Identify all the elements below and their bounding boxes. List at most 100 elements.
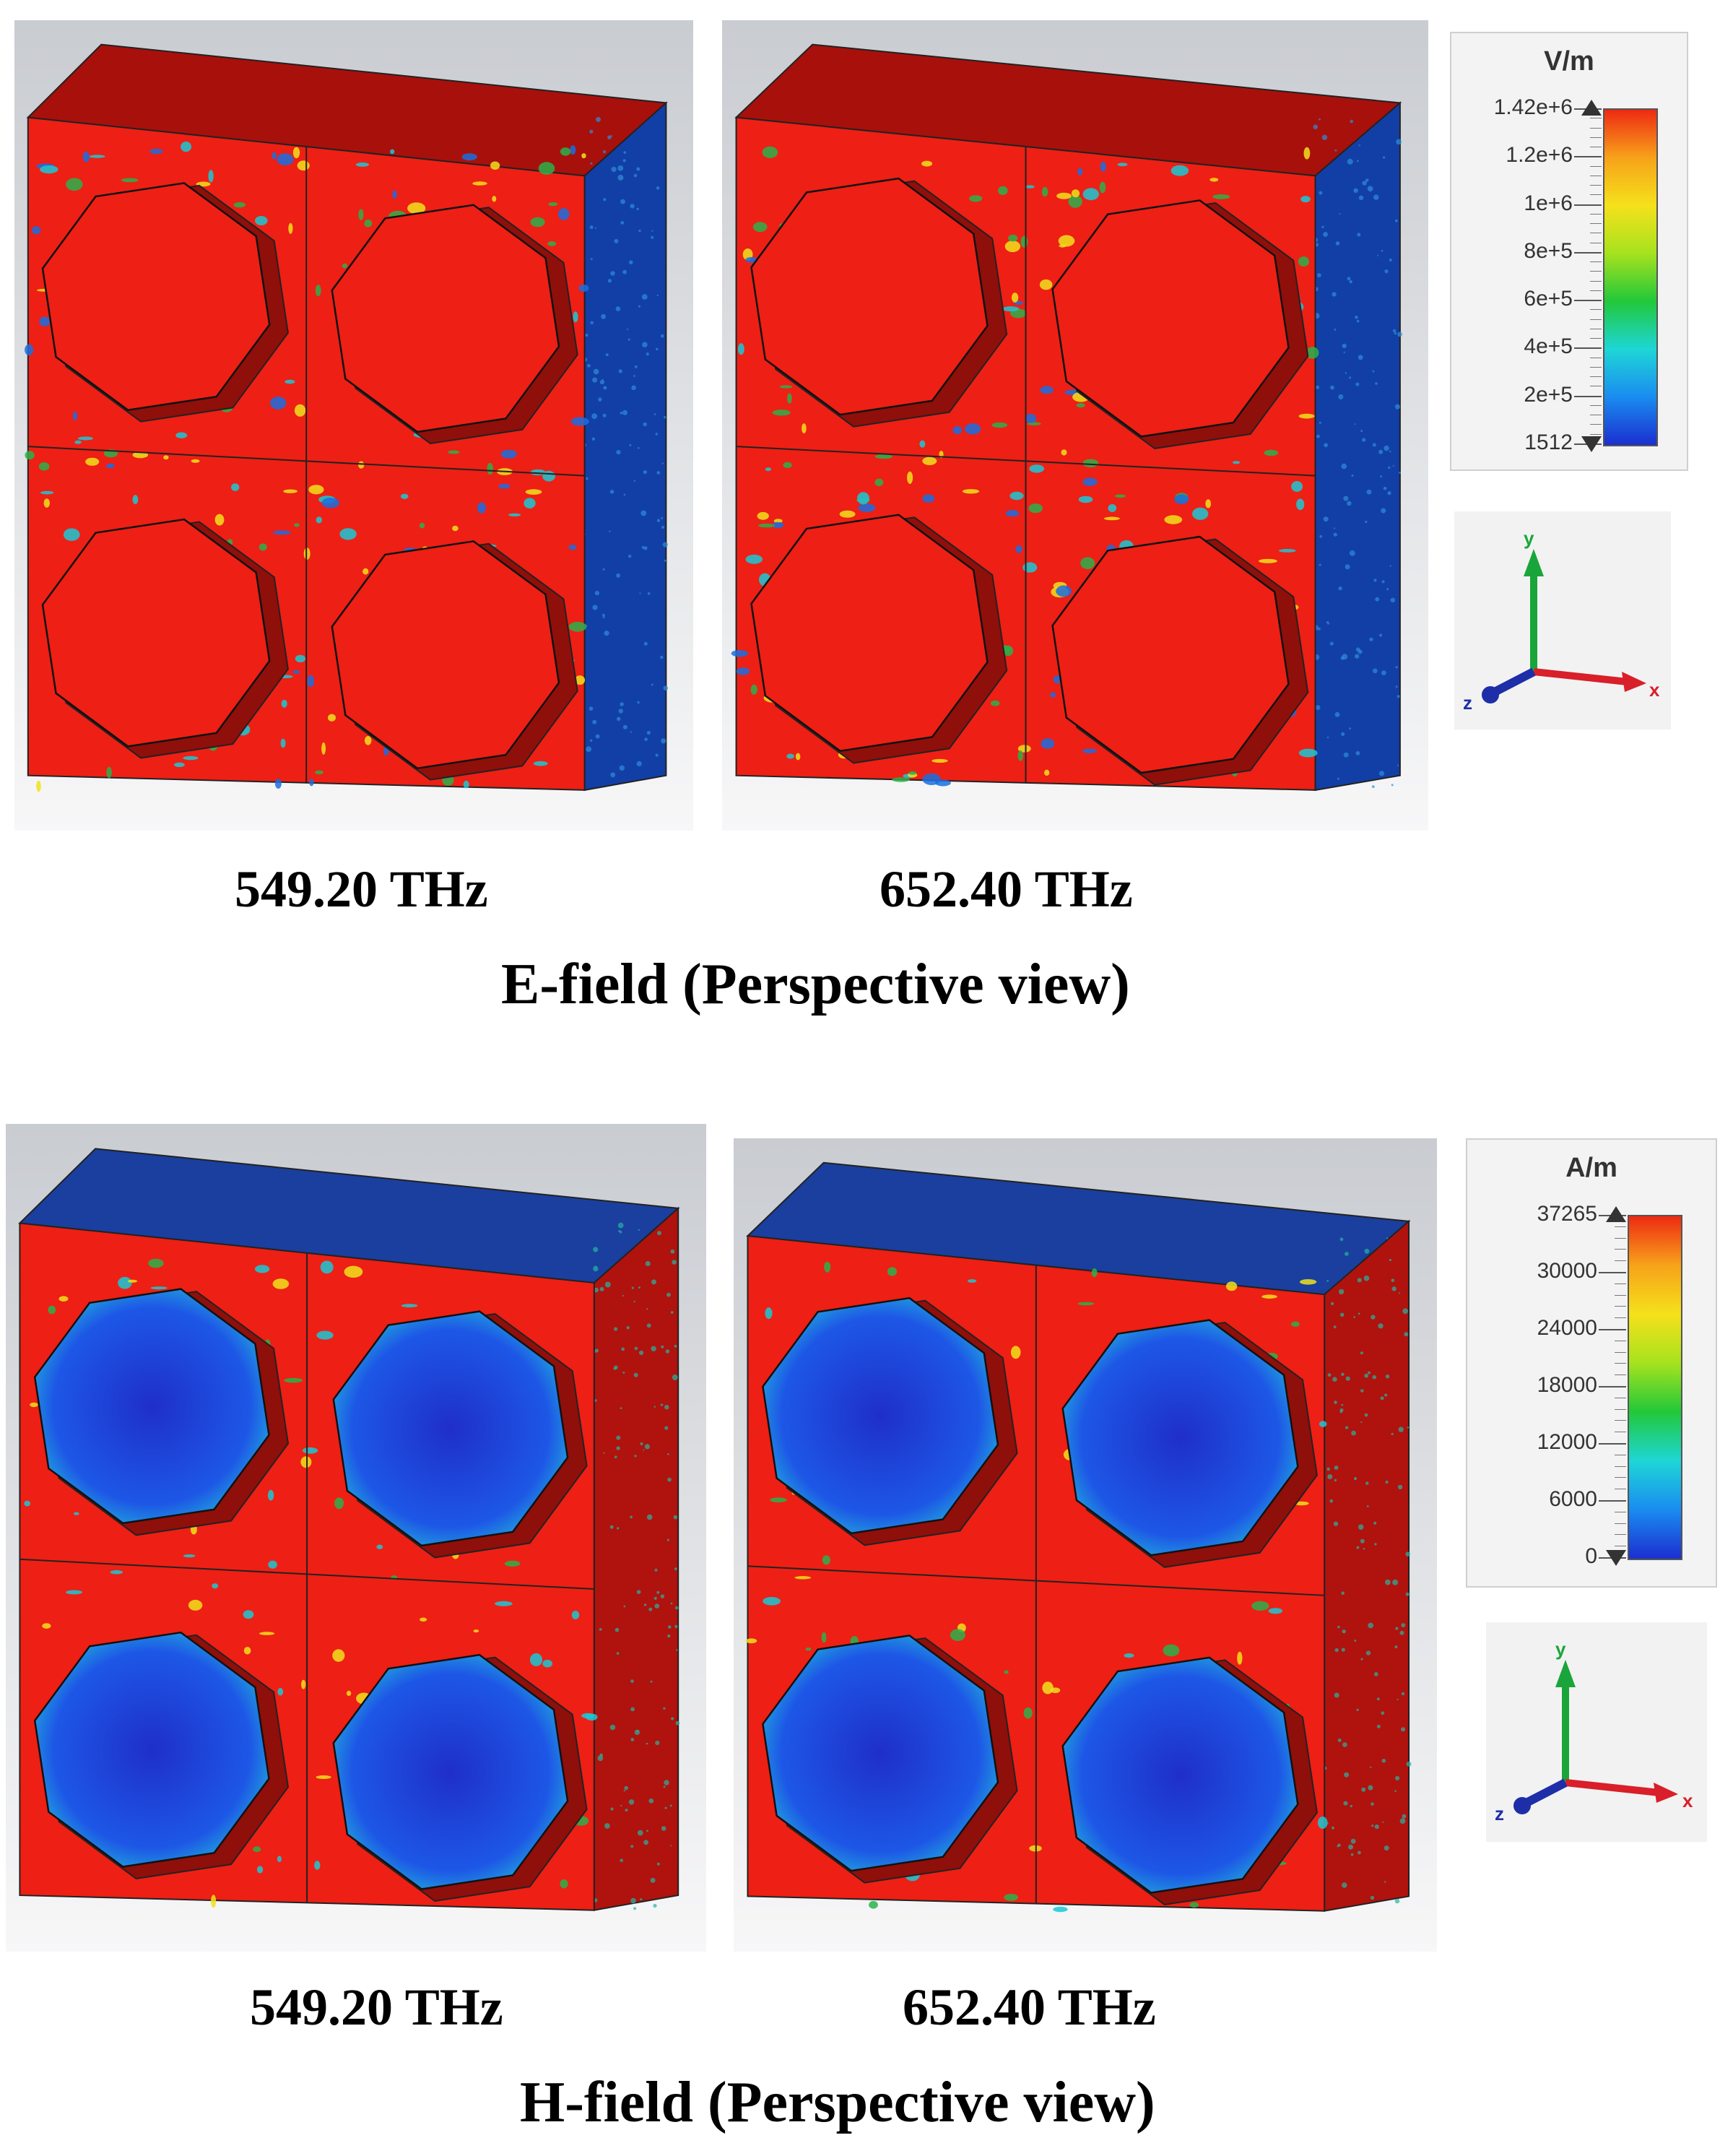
h-field-color-legend: A/m 37265 30000 24000 18000 12000 6000 0 [1466,1138,1717,1588]
e-0-side-noise [656,294,659,296]
h-0-field-noise [316,1775,331,1779]
e-0-field-noise [500,449,517,459]
e-0-side-noise [614,238,619,243]
e-1-side-noise [1321,134,1328,140]
e-1-field-noise [1258,558,1277,563]
e-1-side-noise [1319,421,1321,424]
e-1-side-noise [1389,259,1392,261]
e-1-field-noise [874,478,884,487]
h-0-side-noise [593,1247,599,1252]
h-0-side-noise [646,1514,653,1520]
e-0-field-noise [183,756,199,761]
e-1-field-noise [1058,235,1075,247]
e-1-side-noise [1381,249,1384,252]
e-1-side-noise [1351,475,1354,477]
e-0-side-noise [630,731,633,733]
e-1-side-noise [1365,178,1369,182]
e-0-field-noise [281,699,287,708]
h-0-field-noise [376,1544,383,1549]
e-0-side-noise [590,321,594,325]
e-axis-x-label: x [1649,679,1660,701]
e-1-field-noise [907,471,913,485]
h-0-side-noise [663,1707,666,1710]
e-0-field-noise [259,543,267,551]
e-1-side-noise [1323,516,1329,522]
e-1-field-noise [1298,748,1318,758]
e-0-field-noise [214,514,225,526]
e-0-side-face [583,101,667,792]
e-0-side-noise [620,412,623,415]
h-0-side-noise [651,1346,656,1351]
h-legend-tick-mark [1599,1500,1626,1502]
h-1-side-noise [1334,1400,1337,1404]
e-1-field-noise [1017,745,1031,753]
h-1-side-noise [1376,1724,1381,1728]
e-1-field-noise [969,195,983,202]
e-1-field-noise [874,454,892,459]
h-1-field-noise [1237,1651,1243,1665]
h-1-field-noise [794,1576,812,1580]
e-0-side-noise [610,772,616,778]
e-field-section-title: E-field (Perspective view) [501,953,1130,1016]
e-0-field-noise [463,780,469,789]
e-legend-minor-tick [1590,290,1602,291]
h-0-side-noise [614,1627,620,1632]
h-1-side-noise [1354,1640,1357,1642]
h-0-side-noise [643,1840,648,1845]
e-1-side-noise [1362,181,1367,186]
e-1-field-noise [1061,449,1067,456]
e-1-side-noise [1395,666,1398,669]
e-0-field-noise [285,379,295,384]
e-1-field-noise [1174,494,1189,505]
e-1-field-noise [1044,769,1050,776]
h-1-side-noise [1360,1389,1364,1393]
h-0-resonator-3 [332,1653,569,1890]
h-1-field-noise [1042,1681,1054,1694]
h-1-side-noise [1407,1426,1410,1429]
h-0-side-noise [620,1407,622,1409]
h-0-side-noise [626,1326,630,1330]
h-0-field-noise [571,1611,580,1619]
h-1-side-noise [1348,1844,1353,1850]
e-1-field-noise [1209,178,1219,182]
h-1-field-noise [765,1307,773,1320]
e-0-field-noise [231,483,240,491]
e-legend-minor-tick [1590,424,1602,425]
e-1-side-noise [1343,351,1345,353]
h-legend-tick-label: 6000 [1549,1487,1597,1511]
e-1-side-noise [1330,385,1334,390]
h-0-side-noise [628,1799,635,1805]
h-0-side-noise [643,1449,645,1451]
h-1-side-noise [1374,1824,1379,1830]
h-1-side-noise [1401,1727,1405,1732]
h-0-side-noise [675,1720,680,1726]
e-1-field-noise [757,523,776,528]
h-1-side-noise [1356,1708,1359,1711]
e-0-field-noise [272,530,291,535]
e-1-side-noise [1318,627,1321,631]
h-1-side-noise [1350,1838,1356,1844]
e-legend-minor-tick [1590,185,1602,186]
h-1-side-noise [1341,1648,1345,1652]
e-0-side-noise [620,702,624,706]
e-0-side-noise [661,334,664,338]
e-1-side-noise [1338,586,1342,591]
h-1-side-noise [1341,1591,1345,1595]
h-0-side-noise [671,1717,674,1720]
e-1-field-noise [1071,189,1080,198]
h-0-field-noise [66,1590,83,1595]
h-0-side-noise [674,1567,677,1571]
h-legend-minor-tick [1615,1523,1626,1524]
e-0-side-noise [594,591,600,596]
e-0-side-noise [593,368,599,375]
e-legend-tick-label: 2e+5 [1524,382,1573,407]
e-0-side-noise [604,631,609,636]
e-0-side-noise [586,477,588,480]
h-0-field-noise [127,1279,138,1283]
h-legend-minor-tick [1615,1317,1626,1319]
e-0-resonator-0 [41,182,271,412]
e-0-side-noise [617,165,624,171]
e-1-side-noise [1396,139,1402,145]
e-1-side-noise [1326,736,1329,739]
h-legend-tick-mark [1599,1272,1626,1273]
